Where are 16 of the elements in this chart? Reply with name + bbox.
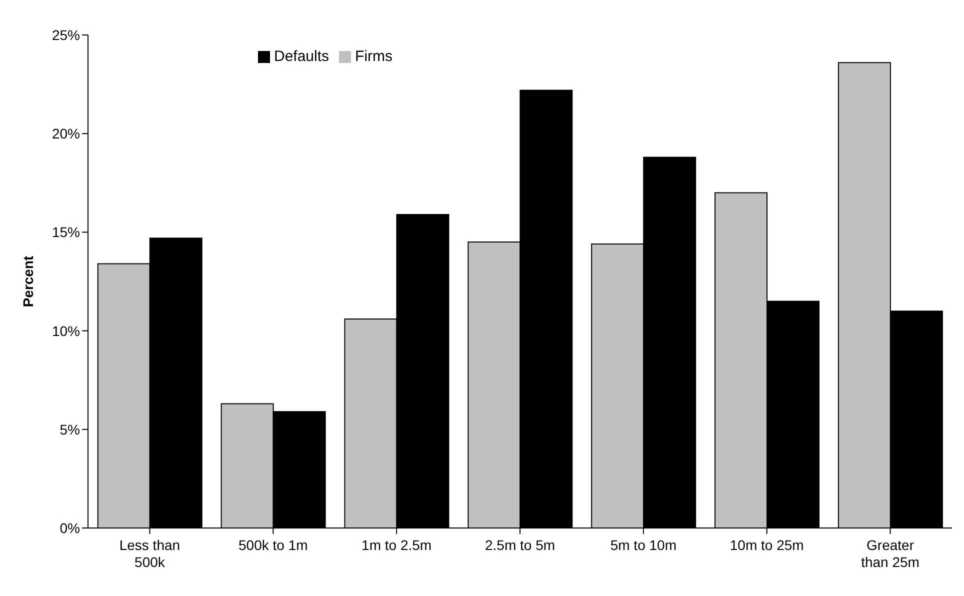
y-tick-label: 20% [52,126,80,142]
x-tick-label: 1m to 2.5m [362,537,432,553]
x-tick-label: 2.5m to 5m [484,537,556,553]
legend-label: Firms [355,48,393,65]
y-tick-label: 10% [52,322,80,339]
legend-label: Defaults [274,48,330,65]
x-tick-label: 500k to 1m [238,537,308,553]
y-tick-label: 15% [52,224,80,240]
y-tick-label: 0% [60,520,80,536]
y-tick-label: 25% [52,26,80,43]
y-axis-title: Percent [20,255,36,308]
x-tick-label: Greater than 25m [861,537,920,570]
x-tick-label: 10m to 25m [730,537,804,553]
x-tick-label: 5m to 10m [610,537,676,553]
y-tick-label: 5% [60,421,80,438]
x-tick-label: Less than 500k [119,537,180,570]
